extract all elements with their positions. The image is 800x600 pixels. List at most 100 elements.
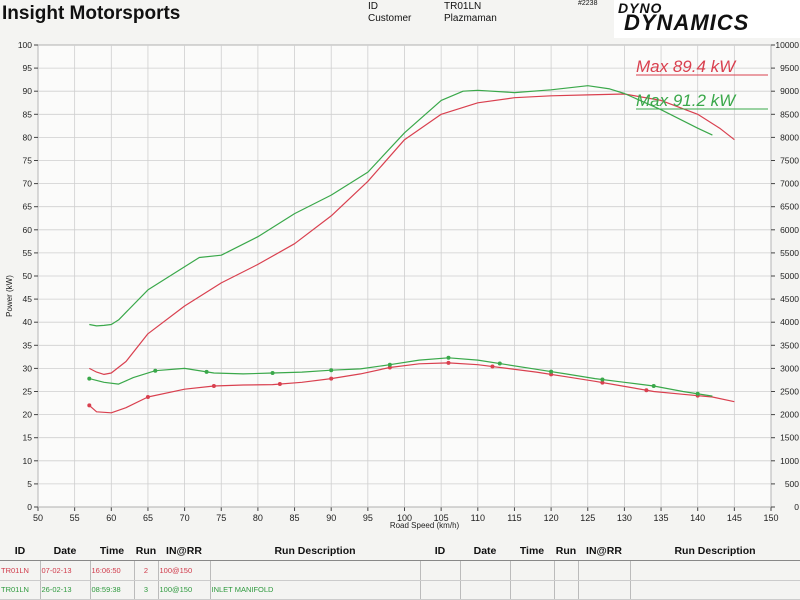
y2-tick-label: 7000 [780, 179, 799, 189]
run-table: ID Date Time Run IN@RR Run Description I… [0, 542, 800, 600]
run-table-header: ID Date Time Run IN@RR Run Description I… [0, 542, 800, 561]
run2_rpm-marker [329, 368, 334, 373]
customer-label: Customer [368, 13, 412, 24]
y-tick-label: 35 [23, 340, 33, 350]
run1_rpm-marker [600, 380, 605, 385]
max-power-annotation: Max 89.4 kW [636, 57, 737, 76]
x-tick-label: 145 [727, 513, 742, 523]
y-tick-label: 25 [23, 387, 33, 397]
run1_rpm-marker [211, 383, 216, 388]
row-run: 3 [134, 580, 159, 600]
row-inrr: 100@150 [158, 580, 211, 600]
col-run-description-2: Run Description [630, 542, 800, 561]
col-id-2: ID [420, 542, 460, 561]
y2-tick-label: 10000 [775, 40, 799, 50]
run2_rpm-marker [153, 368, 158, 373]
x-tick-label: 85 [290, 513, 300, 523]
x-tick-label: 105 [434, 513, 449, 523]
y2-tick-label: 8000 [780, 132, 799, 142]
row-description: INLET MANIFOLD [210, 580, 421, 600]
x-tick-label: 135 [654, 513, 669, 523]
row-description [210, 560, 421, 581]
x-tick-label: 140 [690, 513, 705, 523]
x-tick-label: 50 [33, 513, 43, 523]
max-power-annotation: Max 91.2 kW [636, 91, 737, 110]
col-date: Date [40, 542, 90, 561]
y-tick-label: 10 [23, 456, 33, 466]
y2-tick-label: 0 [794, 502, 799, 512]
y-tick-label: 75 [23, 156, 33, 166]
run1_rpm-marker [644, 388, 649, 393]
x-tick-label: 120 [544, 513, 559, 523]
x-tick-label: 150 [763, 513, 778, 523]
run1_rpm-marker [87, 403, 92, 408]
logo-line-1: DYNO [618, 0, 663, 16]
id-label: ID [368, 1, 378, 12]
x-tick-label: 80 [253, 513, 263, 523]
run1_rpm-marker [277, 381, 282, 386]
report-ref: #2238 [578, 0, 598, 7]
y-tick-label: 15 [23, 433, 33, 443]
y-axis-label: Power (kW) [5, 275, 14, 317]
run2_rpm-marker [387, 362, 392, 367]
dyno-chart-svg: 50 55 60 65 70 75 80 85 90 95 100 105 110 115 120 125 13… [5, 40, 799, 530]
run2_rpm-marker [270, 371, 275, 376]
x-tick-label: 130 [617, 513, 632, 523]
run1_rpm-marker [549, 372, 554, 377]
row-date: 07-02-13 [40, 560, 91, 581]
company-name: Insight Motorsports [2, 3, 181, 24]
y2-tick-label: 3500 [780, 340, 799, 350]
y2-tick-label: 4000 [780, 317, 799, 327]
row-inrr: 100@150 [158, 560, 211, 581]
run1_rpm-marker [490, 364, 495, 369]
y-tick-label: 0 [27, 502, 32, 512]
col-date-2: Date [460, 542, 510, 561]
y2-tick-label: 8500 [780, 109, 799, 119]
y-tick-label: 45 [23, 294, 33, 304]
x-tick-label: 95 [363, 513, 373, 523]
y2-tick-label: 9000 [780, 86, 799, 96]
y-tick-label: 40 [23, 317, 33, 327]
x-tick-label: 110 [471, 513, 485, 523]
table-row: TR01LN 07-02-13 16:06:50 2 100@150 [0, 560, 800, 581]
run2_rpm-marker [695, 391, 700, 396]
run2_rpm-line [89, 357, 713, 397]
y2-tick-label: 7500 [780, 156, 799, 166]
run2_rpm-marker [651, 383, 656, 388]
customer-value: Plazmaman [444, 13, 497, 24]
y2-tick-label: 1000 [780, 456, 799, 466]
run2_rpm-marker [497, 361, 502, 366]
row-time: 08:59:38 [90, 580, 135, 600]
y-tick-label: 95 [23, 63, 33, 73]
run1_power-line [89, 93, 735, 375]
x-tick-label: 90 [326, 513, 336, 523]
y-tick-label: 60 [23, 225, 33, 235]
run2_rpm-marker [549, 369, 554, 374]
run1_rpm-marker [145, 395, 150, 400]
row-id: TR01LN [0, 580, 41, 600]
row-run: 2 [134, 560, 159, 581]
y-tick-label: 30 [23, 363, 33, 373]
run1_rpm-marker [387, 365, 392, 370]
y-tick-label: 5 [27, 479, 32, 489]
row-time: 16:06:50 [90, 560, 135, 581]
run1_rpm-marker [329, 376, 334, 381]
y2-tick-label: 5000 [780, 271, 799, 281]
y-tick-label: 55 [23, 248, 33, 258]
run2_rpm-marker [87, 376, 92, 381]
dyno-dynamics-logo: DYNO DYNAMICS [614, 0, 800, 38]
y-tick-label: 85 [23, 109, 33, 119]
x-tick-label: 75 [216, 513, 226, 523]
y2-tick-label: 5500 [780, 248, 799, 258]
col-time: Time [90, 542, 134, 561]
id-value: TR01LN [444, 1, 482, 12]
y-tick-label: 70 [23, 179, 33, 189]
y2-tick-label: 6500 [780, 202, 799, 212]
y2-tick-label: 6000 [780, 225, 799, 235]
row-id: TR01LN [0, 560, 41, 581]
run2_rpm-marker [600, 377, 605, 382]
table-row: TR01LN 26-02-13 08:59:38 3 100@150 INLET… [0, 580, 800, 600]
y2-tick-label: 1500 [780, 433, 799, 443]
y2-tick-label: 4500 [780, 294, 799, 304]
x-tick-label: 100 [397, 513, 412, 523]
